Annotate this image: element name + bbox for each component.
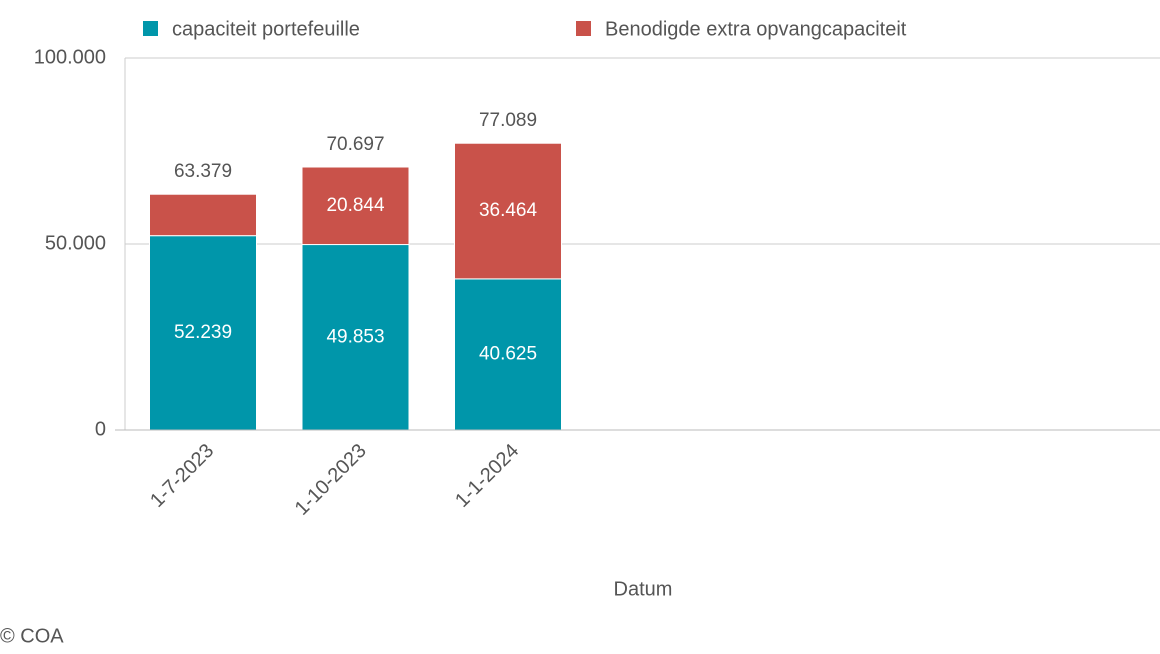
bar-segment — [149, 235, 257, 431]
x-tick-label: 1-7-2023 — [146, 440, 218, 512]
y-tick-label: 100.000 — [34, 46, 106, 68]
bar-segment — [454, 278, 562, 431]
value-label: 20.844 — [326, 195, 385, 216]
value-label: 36.464 — [479, 200, 538, 221]
legend-label: Benodigde extra opvangcapaciteit — [605, 18, 907, 40]
x-tick-label: 1-1-2024 — [451, 440, 523, 512]
source: © COA — [0, 625, 64, 647]
total-label: 70.697 — [326, 134, 384, 155]
bar-segment — [454, 142, 562, 280]
legend-label: capaciteit portefeuille — [172, 18, 360, 40]
x-axis-label: Datum — [614, 578, 673, 600]
value-label: 52.239 — [174, 322, 232, 343]
y-tick-label: 50.000 — [45, 232, 106, 254]
x-tick-label: 1-10-2023 — [291, 440, 371, 520]
legend-swatch — [576, 21, 591, 36]
value-label: 49.853 — [326, 326, 384, 347]
bar-segment — [149, 193, 257, 237]
bar-segment — [301, 166, 410, 246]
value-label: 40.625 — [479, 343, 537, 364]
total-label: 77.089 — [479, 110, 537, 131]
total-label: 63.379 — [174, 161, 232, 182]
legend-swatch — [143, 21, 158, 36]
y-tick-label: 0 — [95, 418, 106, 440]
